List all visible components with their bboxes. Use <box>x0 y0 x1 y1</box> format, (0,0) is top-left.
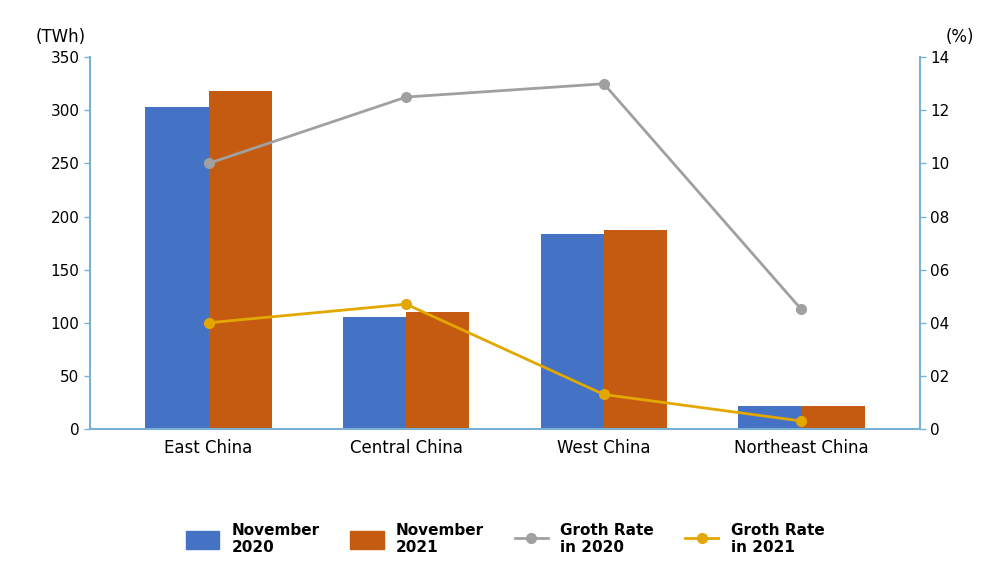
Bar <box>801 406 865 429</box>
Bar <box>145 107 209 429</box>
Legend: November
2020, November
2021, Groth Rate
in 2020, Groth Rate
in 2021: November 2020, November 2021, Groth Rate… <box>178 515 832 563</box>
Bar <box>209 91 272 429</box>
Text: (%): (%) <box>945 28 974 46</box>
Bar <box>343 317 406 429</box>
Bar <box>604 231 667 429</box>
Bar <box>541 233 604 429</box>
Text: (TWh): (TWh) <box>36 28 86 46</box>
Bar <box>738 406 801 429</box>
Bar <box>406 312 469 429</box>
